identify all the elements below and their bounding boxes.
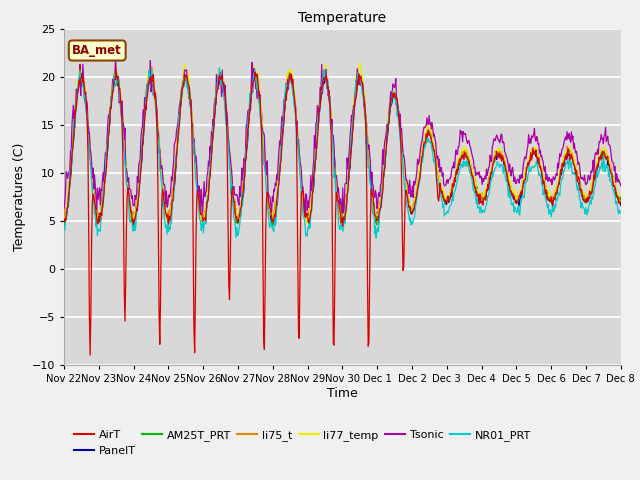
Text: BA_met: BA_met (72, 44, 122, 57)
Y-axis label: Temperatures (C): Temperatures (C) (13, 143, 26, 251)
Legend: AirT, PanelT, AM25T_PRT, li75_t, li77_temp, Tsonic, NR01_PRT: AirT, PanelT, AM25T_PRT, li75_t, li77_te… (70, 426, 535, 460)
X-axis label: Time: Time (327, 386, 358, 400)
Title: Temperature: Temperature (298, 11, 387, 25)
